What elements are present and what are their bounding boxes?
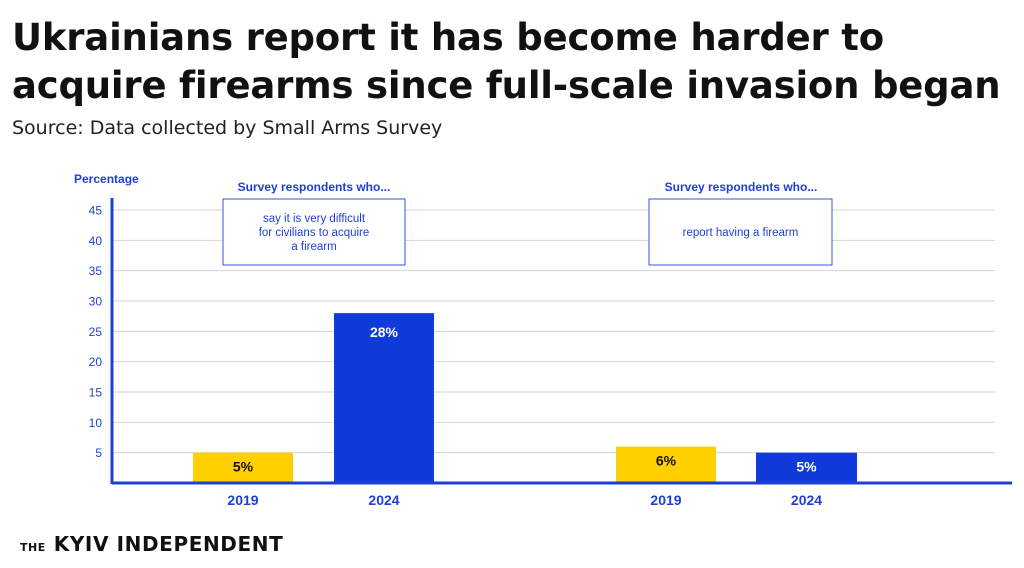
logo-the: THE (20, 541, 46, 554)
group-label-line: for civilians to acquire (259, 227, 370, 239)
chart-subtitle: Source: Data collected by Small Arms Sur… (12, 117, 443, 139)
title-line-2: acquire firearms since full-scale invasi… (12, 64, 1001, 107)
chart-title: Ukrainians report it has become harder t… (12, 14, 1012, 110)
group-label-line: say it is very difficult (263, 213, 366, 225)
x-tick-label: 2024 (368, 492, 399, 508)
y-tick-label: 35 (89, 264, 103, 278)
bar-say-2024 (334, 313, 434, 483)
y-tick-label: 40 (89, 234, 103, 248)
group-label-line: a firearm (291, 241, 336, 253)
y-tick-label: 5 (95, 446, 102, 460)
bar-value-label: 6% (656, 453, 677, 469)
bar-value-label: 5% (233, 459, 254, 475)
y-tick-label: 10 (89, 416, 103, 430)
x-tick-label: 2019 (227, 492, 258, 508)
kyiv-independent-logo: THE KYIV INDEPENDENT (20, 532, 283, 556)
bar-value-label: 28% (370, 324, 399, 340)
group-header: Survey respondents who... (665, 180, 818, 194)
group-label-box (222, 198, 406, 266)
group-label-box (648, 198, 833, 266)
x-tick-label: 2019 (650, 492, 681, 508)
group-header: Survey respondents who... (238, 180, 391, 194)
y-axis-label: Percentage (74, 172, 139, 186)
title-line-1: Ukrainians report it has become harder t… (12, 16, 884, 59)
y-tick-label: 30 (89, 295, 103, 309)
bar-value-label: 5% (796, 459, 817, 475)
y-tick-label: 15 (89, 386, 103, 400)
group-label-line: report having a firearm (683, 227, 799, 239)
x-tick-label: 2024 (791, 492, 822, 508)
y-tick-label: 20 (89, 355, 103, 369)
y-tick-label: 45 (89, 204, 103, 218)
y-tick-label: 25 (89, 325, 103, 339)
bar-say-2019 (193, 452, 293, 483)
bar-report-2019 (616, 446, 716, 483)
bar-report-2024 (756, 452, 857, 483)
logo-name: KYIV INDEPENDENT (53, 532, 284, 556)
